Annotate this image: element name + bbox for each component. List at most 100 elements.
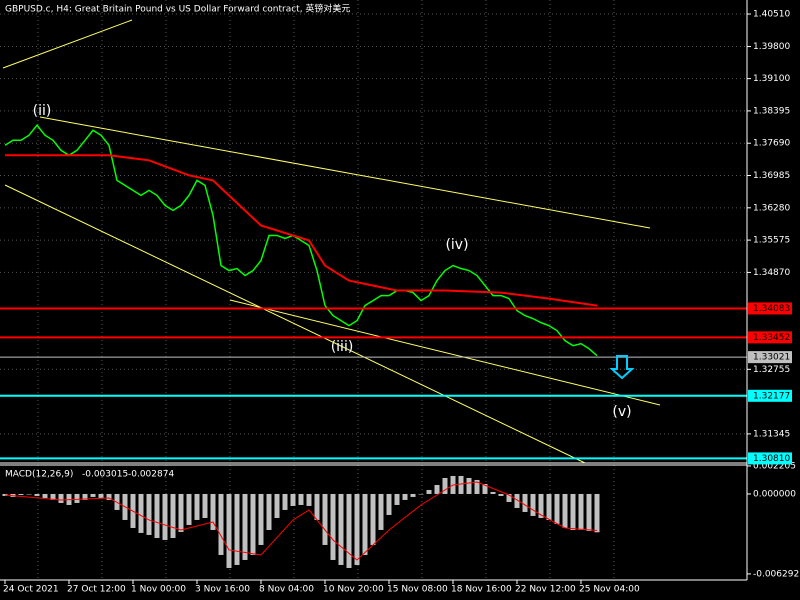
y-tick-label: 1.39100: [753, 74, 790, 84]
price-level-label: 1.34083: [753, 304, 790, 314]
histogram-bar: [218, 493, 224, 555]
histogram-bar: [282, 493, 288, 510]
series-line: [5, 154, 598, 307]
histogram-bar: [42, 493, 48, 498]
wave-label: (iv): [445, 237, 468, 253]
histogram-bar: [578, 493, 584, 530]
price-level-label: 1.33021: [753, 353, 790, 363]
histogram-bar: [522, 493, 528, 512]
y-tick-label: 0.002205: [753, 461, 796, 471]
x-tick-label: 10 Nov 20:00: [323, 585, 384, 595]
y-tick-label: 1.36985: [753, 171, 790, 181]
y-tick-label: 1.39800: [753, 42, 790, 52]
histogram-bar: [586, 493, 592, 531]
histogram-bar: [546, 493, 552, 520]
histogram-bar: [562, 493, 568, 528]
x-tick-label: 27 Oct 12:00: [67, 585, 126, 595]
histogram-bar: [194, 493, 200, 520]
histogram-bar: [338, 493, 344, 565]
histogram-bar: [178, 493, 184, 532]
price-level-box: [748, 452, 792, 465]
y-tick-label: 1.37690: [753, 139, 790, 149]
trend-lines: [2, 19, 661, 464]
price-level-box: [748, 389, 792, 402]
series-line: [4, 481, 598, 561]
histogram-bar: [354, 493, 360, 565]
histogram-bar: [346, 493, 352, 568]
histogram-bar: [58, 493, 64, 503]
x-tick-label: 8 Nov 04:00: [259, 585, 314, 595]
histogram-bar: [202, 493, 208, 518]
price-level-label: 1.33452: [753, 333, 790, 343]
trend-line: [39, 116, 651, 229]
histogram-bar: [410, 493, 416, 497]
histogram-bar: [538, 493, 544, 518]
histogram-bar: [298, 493, 304, 505]
x-tick-label: 24 Oct 2021: [3, 585, 59, 595]
histogram-bar: [466, 477, 472, 494]
histogram-bar: [442, 477, 448, 494]
down-arrow: [609, 355, 635, 380]
histogram-bar: [74, 493, 80, 503]
y-tick-label: 1.38395: [753, 106, 790, 116]
histogram-bar: [2, 493, 8, 496]
histogram-bar: [234, 493, 240, 565]
y-tick-label: 1.32755: [753, 365, 790, 375]
histogram-bar: [570, 493, 576, 530]
trend-line: [2, 19, 133, 69]
x-tick-label: 15 Nov 08:00: [387, 585, 448, 595]
histogram-bar: [370, 493, 376, 545]
y-tick-label: 0.000000: [753, 489, 796, 499]
histogram-bar: [170, 493, 176, 538]
macd-value: -0.003015: [82, 470, 128, 480]
histogram-bar: [26, 493, 32, 495]
macd-signal-value: -0.002874: [128, 470, 174, 480]
histogram-bar: [290, 493, 296, 506]
x-tick-label: 1 Nov 00:00: [131, 585, 186, 595]
histogram-bar: [498, 493, 504, 496]
histogram-bar: [146, 493, 152, 535]
price-level-box: [748, 351, 792, 364]
grid: [0, 0, 747, 580]
histogram-bar: [554, 493, 560, 524]
histogram-bar: [306, 493, 312, 506]
histogram-bar: [378, 493, 384, 530]
chart-title: GBPUSD.c, H4: Great Britain Pound vs US …: [5, 3, 350, 15]
price-level-box: [748, 331, 792, 344]
trend-line: [4, 184, 586, 464]
price-level-label: 1.30810: [753, 454, 790, 464]
x-tick-label: 3 Nov 16:00: [195, 585, 250, 595]
histogram-bar: [386, 493, 392, 515]
y-tick-label: 1.35575: [753, 236, 790, 246]
histogram-bar: [258, 493, 264, 545]
histogram-bar: [322, 493, 328, 545]
histogram-bar: [162, 493, 168, 540]
histogram-bar: [266, 493, 272, 530]
y-tick-label: -0.006292: [753, 569, 799, 579]
histogram-bar: [426, 489, 432, 494]
price-level-label: 1.32177: [753, 391, 790, 401]
histogram-bar: [18, 493, 24, 495]
histogram-bar: [154, 493, 160, 538]
histogram-bar: [418, 493, 424, 495]
histogram-bar: [226, 493, 232, 568]
series-line: [4, 124, 598, 357]
histogram-bar: [506, 493, 512, 502]
histogram-bar: [530, 493, 536, 516]
y-tick-label: 1.36280: [753, 203, 790, 213]
histogram-bar: [490, 491, 496, 494]
x-tick-label: 18 Nov 16:00: [451, 585, 512, 595]
histogram-bar: [362, 493, 368, 555]
wave-label: (ii): [33, 103, 52, 119]
histogram-bar: [474, 479, 480, 494]
histogram-bar: [242, 493, 248, 560]
histogram-bar: [106, 493, 112, 500]
wave-label: (iii): [331, 339, 354, 355]
histogram-bar: [90, 493, 96, 497]
x-tick-label: 25 Nov 04:00: [579, 585, 640, 595]
histogram-bar: [434, 484, 440, 494]
y-tick-label: 1.40510: [753, 10, 790, 20]
histogram-bar: [50, 493, 56, 500]
